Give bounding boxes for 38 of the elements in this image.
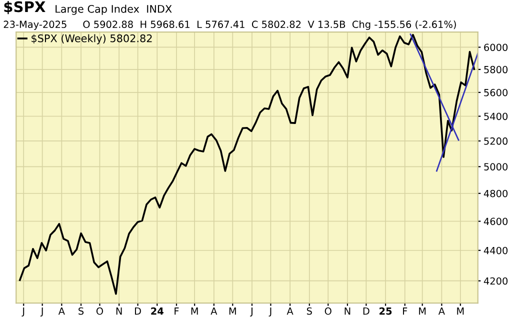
y-tick-label: 4200 — [484, 277, 508, 285]
chart-title: $SPX — [4, 0, 46, 14]
x-tick-label: M — [191, 308, 198, 315]
chart-subtitle: Large Cap Index INDX — [56, 4, 172, 15]
y-tick-label: 5600 — [484, 88, 508, 96]
x-tick-label: N — [344, 308, 350, 315]
x-tick-label: O — [96, 307, 104, 315]
x-tick-label: S — [78, 307, 84, 315]
x-tick-label: A — [58, 308, 65, 315]
y-tick-label: 4800 — [484, 190, 508, 198]
x-tick-label: O — [324, 307, 332, 315]
x-tick-label: A — [438, 308, 445, 315]
x-tick-label: N — [116, 308, 122, 315]
x-tick-label: F — [174, 308, 179, 315]
x-tick-label: D — [363, 308, 370, 315]
x-tick-label: S — [306, 307, 312, 315]
y-tick-label: 5400 — [484, 112, 508, 120]
x-tick-label: M — [457, 308, 464, 315]
y-tick-label: 4400 — [484, 246, 508, 254]
x-tick-label: J — [268, 308, 272, 317]
x-tick-label: J — [40, 308, 43, 317]
x-tick-label: M — [229, 308, 236, 315]
text: 23-May-2025 O 5902.88 H 5968.61 L 5767.41 C 5802.82 V 13.5B Chg -155.56 (-2.61%) — [4, 20, 456, 30]
x-tick-label: D — [135, 308, 141, 315]
x-tick-label: J — [250, 308, 252, 317]
x-tick-label: 25 — [380, 307, 392, 315]
y-tick-label: 6000 — [484, 44, 508, 52]
x-tick-label: F — [403, 308, 408, 315]
legend-label: $SPX (Weekly) 5802.82 — [32, 34, 152, 44]
x-tick-label: M — [419, 308, 426, 315]
y-tick-label: 4600 — [484, 218, 508, 226]
x-tick-label: A — [286, 308, 294, 315]
y-tick-label: 5200 — [484, 137, 508, 145]
x-tick-label: 24 — [151, 307, 164, 315]
y-tick-label: 5800 — [484, 66, 508, 74]
y-tick-label: 5000 — [484, 163, 508, 170]
x-tick-label: J — [22, 308, 24, 317]
x-tick-label: A — [210, 308, 218, 315]
